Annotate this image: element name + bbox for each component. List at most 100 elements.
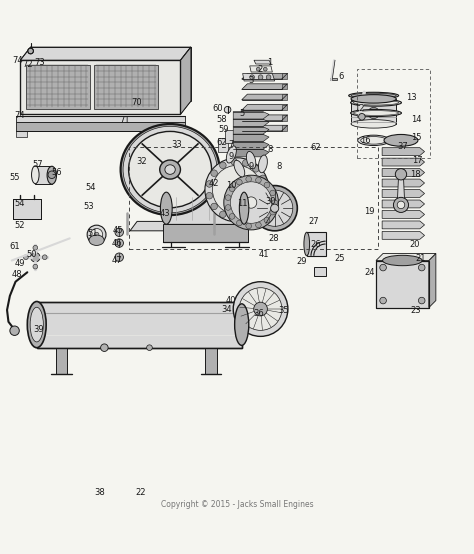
Circle shape xyxy=(91,228,103,241)
Polygon shape xyxy=(382,168,425,177)
Circle shape xyxy=(28,48,34,54)
Polygon shape xyxy=(382,211,425,218)
Ellipse shape xyxy=(258,155,267,173)
Ellipse shape xyxy=(304,232,310,256)
Circle shape xyxy=(358,114,365,120)
Circle shape xyxy=(253,208,259,214)
Text: 50: 50 xyxy=(27,250,37,259)
Circle shape xyxy=(242,213,249,220)
Ellipse shape xyxy=(256,190,293,226)
Text: 19: 19 xyxy=(364,207,374,216)
Ellipse shape xyxy=(349,93,399,99)
Ellipse shape xyxy=(160,160,181,179)
Text: 25: 25 xyxy=(335,254,345,263)
Circle shape xyxy=(270,190,275,196)
Polygon shape xyxy=(243,74,275,81)
Polygon shape xyxy=(282,84,287,89)
Circle shape xyxy=(211,170,218,177)
Polygon shape xyxy=(36,301,242,348)
Text: 26: 26 xyxy=(311,239,321,249)
Polygon shape xyxy=(233,142,269,149)
Polygon shape xyxy=(225,130,235,143)
Polygon shape xyxy=(16,131,27,137)
Circle shape xyxy=(146,345,152,351)
Text: 28: 28 xyxy=(268,234,279,243)
Polygon shape xyxy=(242,94,287,100)
Circle shape xyxy=(231,158,237,165)
Polygon shape xyxy=(218,138,228,152)
Polygon shape xyxy=(376,260,429,307)
Ellipse shape xyxy=(234,160,245,177)
Circle shape xyxy=(239,288,282,330)
Polygon shape xyxy=(205,348,217,373)
Text: 55: 55 xyxy=(9,173,20,182)
Circle shape xyxy=(237,220,242,226)
Text: 74: 74 xyxy=(13,56,23,65)
Polygon shape xyxy=(242,84,287,89)
Circle shape xyxy=(48,171,55,178)
Polygon shape xyxy=(26,65,90,109)
Text: 54: 54 xyxy=(86,183,96,192)
Text: 58: 58 xyxy=(217,115,227,124)
Polygon shape xyxy=(36,166,52,184)
Text: 70: 70 xyxy=(132,98,142,107)
Ellipse shape xyxy=(351,93,396,98)
Bar xyxy=(20,60,181,115)
Circle shape xyxy=(254,302,267,316)
Text: 27: 27 xyxy=(308,217,319,226)
Text: 40: 40 xyxy=(226,296,237,305)
Circle shape xyxy=(205,158,269,222)
Text: 54: 54 xyxy=(14,199,25,208)
Text: 24: 24 xyxy=(365,268,375,277)
Polygon shape xyxy=(16,122,185,131)
Bar xyxy=(128,147,378,249)
Text: 57: 57 xyxy=(33,160,44,170)
Polygon shape xyxy=(55,348,67,373)
Polygon shape xyxy=(176,131,185,137)
Text: 52: 52 xyxy=(14,220,25,230)
Text: 18: 18 xyxy=(410,170,420,179)
Circle shape xyxy=(225,204,231,211)
Polygon shape xyxy=(382,189,425,197)
Circle shape xyxy=(42,255,47,260)
Circle shape xyxy=(115,228,123,237)
Circle shape xyxy=(419,264,425,271)
Ellipse shape xyxy=(47,166,56,184)
Polygon shape xyxy=(16,116,185,122)
Text: 5: 5 xyxy=(239,109,244,117)
Polygon shape xyxy=(382,179,425,187)
Circle shape xyxy=(271,204,279,212)
Polygon shape xyxy=(254,60,271,64)
Polygon shape xyxy=(94,65,158,109)
Ellipse shape xyxy=(32,166,39,184)
Polygon shape xyxy=(233,127,269,134)
Circle shape xyxy=(224,106,231,113)
Circle shape xyxy=(242,160,249,166)
Ellipse shape xyxy=(351,110,401,116)
Circle shape xyxy=(246,205,252,212)
Circle shape xyxy=(219,162,226,168)
Circle shape xyxy=(225,195,231,201)
Text: 35: 35 xyxy=(278,306,289,315)
Circle shape xyxy=(250,75,255,80)
Circle shape xyxy=(264,67,267,71)
Circle shape xyxy=(380,297,386,304)
Polygon shape xyxy=(20,47,191,60)
Circle shape xyxy=(206,192,213,199)
Text: 20: 20 xyxy=(410,240,420,249)
Circle shape xyxy=(246,223,252,229)
Text: 38: 38 xyxy=(94,488,105,497)
Polygon shape xyxy=(282,74,287,79)
Circle shape xyxy=(393,197,409,212)
Ellipse shape xyxy=(160,192,172,224)
Polygon shape xyxy=(351,99,396,124)
Text: 37: 37 xyxy=(398,141,408,151)
Text: 11: 11 xyxy=(237,199,248,208)
Polygon shape xyxy=(130,222,210,231)
Text: 1: 1 xyxy=(267,58,273,67)
Text: 21: 21 xyxy=(416,254,426,263)
Text: 23: 23 xyxy=(411,306,421,315)
Polygon shape xyxy=(382,200,425,208)
Circle shape xyxy=(397,201,405,209)
Text: 13: 13 xyxy=(406,94,417,102)
